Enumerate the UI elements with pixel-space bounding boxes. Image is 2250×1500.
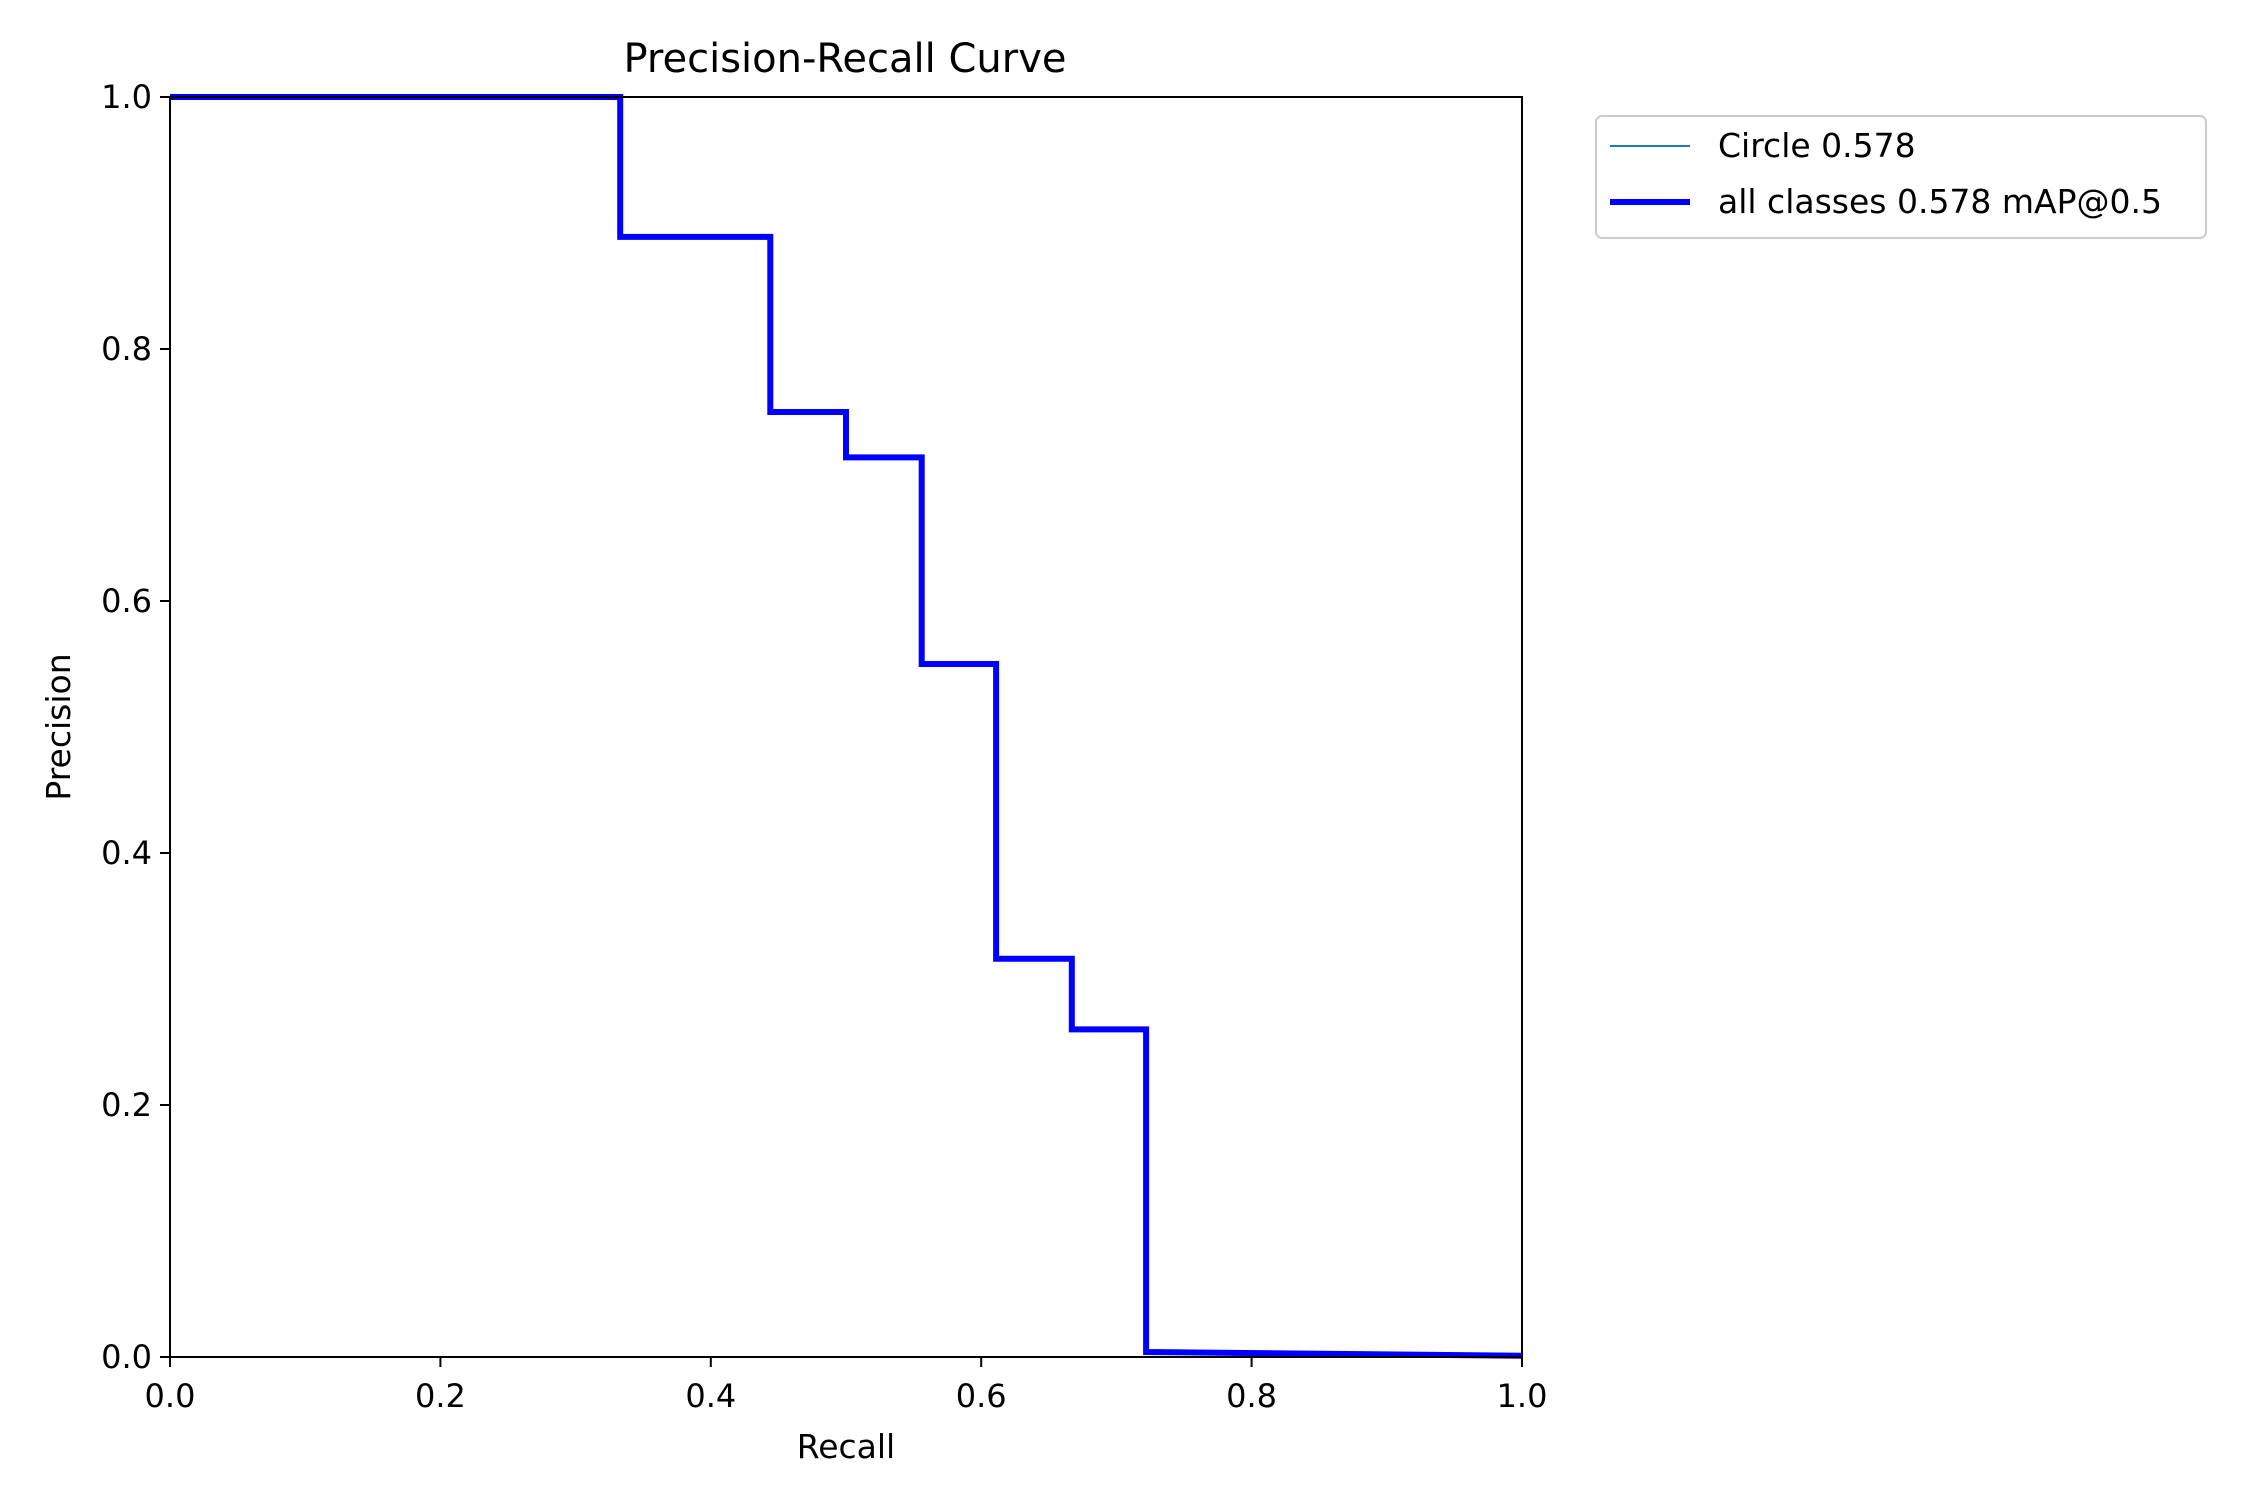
y-axis-label: Precision	[39, 653, 78, 800]
y-tick-label: 1.0	[101, 78, 152, 116]
plot-frame	[169, 96, 1523, 1358]
series-layer	[170, 94, 1523, 1359]
x-axis-label: Recall	[797, 1427, 895, 1466]
chart-title: Precision-Recall Curve	[624, 36, 1067, 82]
x-tick-label: 0.8	[1226, 1377, 1277, 1415]
y-tick-label: 0.4	[101, 834, 152, 872]
x-tick-label: 0.0	[145, 1377, 196, 1415]
y-tick-label: 0.0	[101, 1338, 152, 1376]
y-tick-label: 0.2	[101, 1086, 152, 1124]
y-axis: 0.0 0.2 0.4 0.6 0.8 1.0	[101, 78, 170, 1376]
x-tick-label: 0.2	[415, 1377, 466, 1415]
legend-box	[1595, 115, 2207, 239]
legend-label-all-classes: all classes 0.578 mAP@0.5	[1718, 182, 2162, 221]
x-tick-label: 1.0	[1497, 1377, 1548, 1415]
y-tick-label: 0.6	[101, 582, 152, 620]
legend-label-circle: Circle 0.578	[1718, 126, 1916, 165]
y-tick-label: 0.8	[101, 330, 152, 368]
x-tick-label: 0.6	[956, 1377, 1007, 1415]
legend: Circle 0.578 all classes 0.578 mAP@0.5	[1595, 115, 2207, 239]
x-axis: 0.0 0.2 0.4 0.6 0.8 1.0	[145, 1357, 1548, 1415]
series-line-all-classes	[170, 94, 1523, 1359]
x-tick-label: 0.4	[685, 1377, 736, 1415]
plot-area	[169, 94, 1523, 1359]
